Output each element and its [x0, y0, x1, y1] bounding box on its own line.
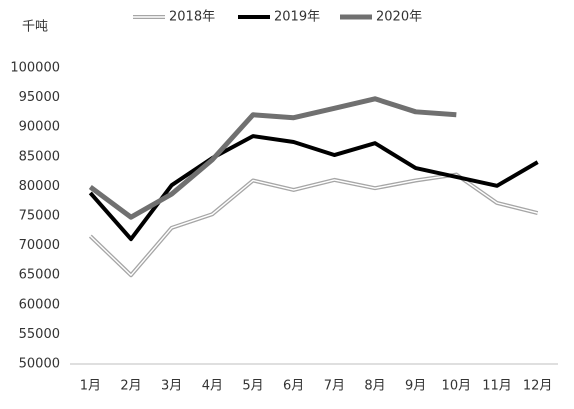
y-tick-label: 100000 — [10, 61, 60, 76]
x-tick-label: 2月 — [120, 379, 141, 394]
x-tick-label: 3月 — [161, 379, 182, 394]
x-tick-label: 7月 — [324, 379, 345, 394]
y-tick-label: 90000 — [19, 120, 60, 135]
legend-label: 2019年 — [274, 10, 320, 25]
y-tick-label: 65000 — [19, 268, 60, 283]
y-tick-label: 50000 — [19, 357, 60, 372]
y-tick-label: 80000 — [19, 179, 60, 194]
x-tick-label: 5月 — [242, 379, 263, 394]
series-line — [88, 96, 457, 220]
y-tick-label: 75000 — [19, 209, 60, 224]
x-tick-label: 1月 — [80, 379, 101, 394]
series-line-inner — [89, 173, 538, 276]
y-tick-label: 60000 — [19, 297, 60, 312]
series-line — [88, 134, 539, 242]
x-tick-label: 11月 — [482, 379, 512, 394]
series-line — [88, 172, 539, 278]
y-tick-label: 55000 — [19, 327, 60, 342]
x-tick-label: 6月 — [283, 379, 304, 394]
x-tick-label: 4月 — [202, 379, 223, 394]
y-axis-label: 千吨 — [22, 20, 48, 35]
y-tick-label: 95000 — [19, 90, 60, 105]
legend-label: 2018年 — [169, 10, 215, 25]
x-tick-label: 9月 — [405, 379, 426, 394]
x-tick-label: 12月 — [523, 379, 553, 394]
x-tick-label: 10月 — [442, 379, 472, 394]
x-tick-label: 8月 — [364, 379, 385, 394]
y-tick-label: 70000 — [19, 238, 60, 253]
y-tick-label: 85000 — [19, 149, 60, 164]
legend-label: 2020年 — [376, 10, 422, 25]
